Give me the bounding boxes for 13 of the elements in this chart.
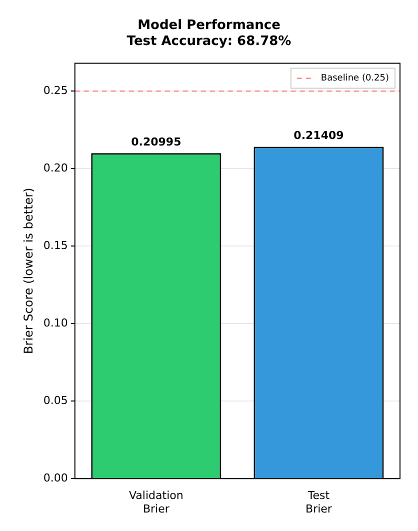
y-axis-title: Brier Score (lower is better): [21, 188, 36, 354]
x-tick-label: Test Brier: [306, 489, 332, 516]
y-tick-label: 0.10: [43, 316, 68, 330]
y-tick-label: 0.20: [43, 161, 68, 174]
y-tick-label: 0.05: [43, 394, 68, 407]
y-tick-label: 0.00: [43, 471, 68, 484]
chart-title: Model Performance Test Accuracy: 68.78%: [126, 18, 292, 49]
legend-label: Baseline (0.25): [320, 74, 390, 84]
data-label: 0.21409: [294, 129, 344, 142]
y-tick-label: 0.15: [43, 238, 68, 252]
y-tick-label: 0.25: [43, 84, 68, 97]
data-label: 0.20995: [131, 136, 182, 149]
x-tick-label: Validation Brier: [129, 489, 184, 516]
